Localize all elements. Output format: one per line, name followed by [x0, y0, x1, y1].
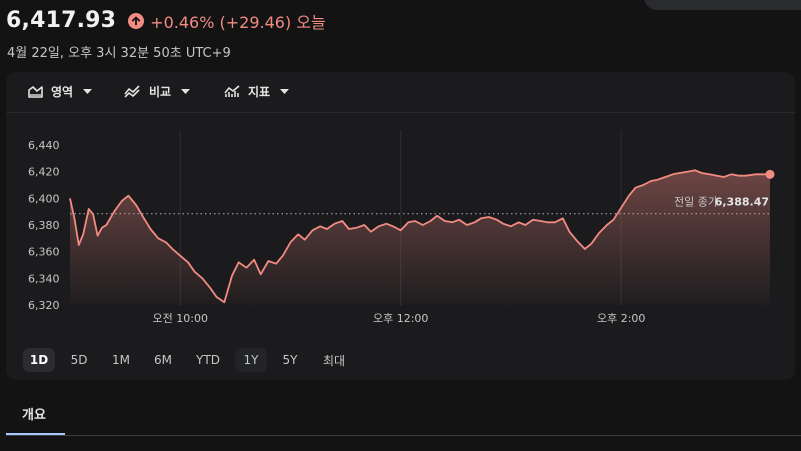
- area-dropdown[interactable]: 영역: [28, 83, 93, 100]
- compare-icon: [124, 85, 140, 98]
- tab-indicator: [6, 433, 65, 435]
- x-tick-label: 오전 10:00: [153, 312, 208, 325]
- y-tick-label: 6,380: [28, 219, 60, 232]
- y-tick-label: 6,320: [28, 299, 60, 312]
- range-max[interactable]: 최대: [322, 353, 346, 368]
- y-tick-label: 6,340: [28, 272, 60, 285]
- range-ytd[interactable]: YTD: [196, 353, 220, 367]
- y-tick-label: 6,420: [28, 166, 60, 179]
- x-tick-label: 오후 2:00: [597, 312, 645, 325]
- caret-down-icon: [181, 88, 191, 94]
- range-1d[interactable]: 1D: [23, 348, 55, 372]
- x-tick-label: 오후 12:00: [373, 312, 428, 325]
- y-tick-label: 6,440: [28, 139, 60, 152]
- prev-close-label: 전일 종가: [674, 195, 718, 209]
- tab-overview-label: 개요: [22, 408, 46, 423]
- range-1y[interactable]: 1Y: [235, 348, 267, 372]
- range-6m[interactable]: 6M: [154, 353, 172, 367]
- range-5d[interactable]: 5D: [70, 353, 88, 367]
- last-price-point: [765, 169, 775, 179]
- top-action-button[interactable]: [644, 0, 801, 10]
- indicator-dropdown[interactable]: 지표: [224, 83, 290, 100]
- price-timestamp: 4월 22일, 오후 3시 32분 50초 UTC+9: [7, 46, 231, 61]
- price-change: +0.46% (+29.46) 오늘: [150, 12, 326, 32]
- range-1m[interactable]: 1M: [112, 353, 130, 367]
- indicator-label: 지표: [248, 85, 271, 99]
- y-tick-label: 6,400: [28, 192, 60, 205]
- price-header: 6,417.93 +0.46% (+29.46) 오늘: [6, 8, 326, 33]
- area-chart-icon: [28, 86, 43, 98]
- tab-divider: [6, 435, 801, 436]
- compare-dropdown[interactable]: 비교: [124, 83, 191, 100]
- tab-overview[interactable]: 개요: [6, 398, 65, 436]
- price-area-fill: [70, 170, 770, 305]
- range-5y[interactable]: 5Y: [282, 353, 298, 367]
- area-label: 영역: [51, 85, 74, 99]
- chart-toolbar: 영역 비교 지표: [6, 72, 795, 113]
- y-tick-label: 6,360: [28, 246, 60, 259]
- caret-down-icon: [280, 88, 290, 94]
- current-price: 6,417.93: [6, 8, 117, 33]
- indicator-icon: [224, 85, 240, 97]
- prev-close-value: 6,388.47: [715, 196, 769, 209]
- price-line: [69, 169, 770, 304]
- compare-label: 비교: [149, 85, 172, 99]
- arrow-up-icon: [128, 12, 145, 29]
- caret-down-icon: [83, 88, 93, 94]
